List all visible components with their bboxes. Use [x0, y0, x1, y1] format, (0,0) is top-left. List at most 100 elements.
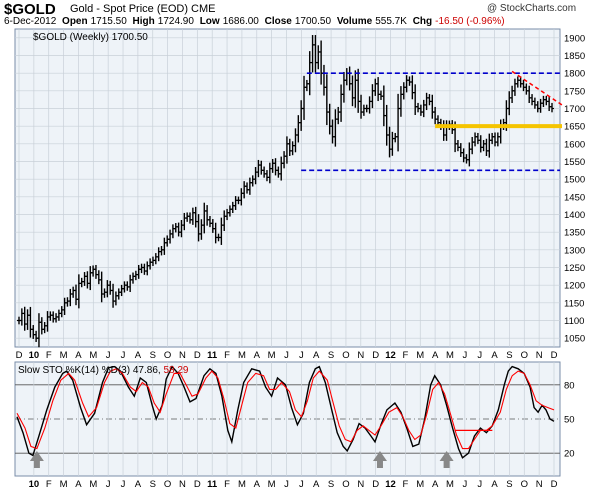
- stochastic-x-tick-label: M: [60, 479, 68, 490]
- x-tick-label: N: [357, 350, 364, 361]
- chg-label: Chg: [412, 16, 433, 27]
- stochastic-d-line: [16, 368, 555, 450]
- up-arrow-stem: [33, 461, 40, 468]
- price-tick-label: 1150: [564, 298, 584, 309]
- price-tick-label: 1700: [564, 104, 585, 115]
- stochastic-x-tick-label: S: [506, 479, 512, 490]
- price-tick-label: 1300: [564, 245, 585, 256]
- x-tick-label: J: [121, 350, 126, 361]
- price-panel: [14, 28, 561, 348]
- stochastic-x-tick-label: N: [179, 479, 186, 490]
- price-tick-label: 1850: [564, 51, 585, 62]
- chg-value: -16.50 (-0.96%): [435, 16, 505, 27]
- stochastic-label: Slow STO %K(14) %D(3) 47.86, 58.29: [18, 365, 189, 376]
- x-tick-label: J: [462, 350, 467, 361]
- stochastic-x-tick-label: O: [164, 479, 171, 490]
- stochastic-x-tick-label: F: [224, 479, 230, 490]
- up-arrow-stem: [443, 461, 450, 468]
- x-tick-label: J: [106, 350, 111, 361]
- price-y-axis: 1050 1100 1150 1200 1250 1300 1350 1400 1450 1500…: [564, 33, 585, 344]
- price-tick-label: 1500: [564, 175, 585, 186]
- x-tick-label: 11: [207, 350, 218, 361]
- stochastic-x-tick-label: M: [268, 479, 276, 490]
- stochastic-x-axis-labels: 10 F M A M J J A S O N D 11 F M A M J J A S O N D 12 F M A M J J A S O N D: [29, 479, 558, 490]
- stochastic-x-tick-label: 10: [29, 479, 40, 490]
- price-tick-label: 1600: [564, 139, 585, 150]
- stochastic-tick-label: 20: [564, 449, 575, 460]
- x-tick-label: M: [416, 350, 424, 361]
- open-label: Open: [62, 16, 88, 27]
- up-arrow-stem: [376, 461, 383, 468]
- stochastic-x-tick-label: S: [150, 479, 156, 490]
- close-label: Close: [264, 16, 292, 27]
- x-axis-labels: D 10 F M A M J J A S O N D 11 F M A M J J A S O N D 12 F M A M J J A S O N D: [16, 350, 558, 361]
- x-tick-label: M: [238, 350, 246, 361]
- low-value: 1686.00: [222, 16, 259, 27]
- x-tick-label: O: [521, 350, 528, 361]
- x-tick-label: M: [446, 350, 454, 361]
- price-tick-label: 1200: [564, 281, 585, 292]
- stochastic-x-tick-label: J: [462, 479, 467, 490]
- stochastic-x-tick-label: O: [342, 479, 349, 490]
- up-arrow-icon: [439, 451, 454, 461]
- stochastic-annotations: [29, 429, 493, 468]
- x-tick-label: F: [224, 350, 230, 361]
- stochastic-x-tick-label: A: [75, 479, 82, 490]
- stochastic-d-value: 58.29: [163, 365, 188, 376]
- x-tick-label: J: [299, 350, 304, 361]
- stochastic-x-tick-label: F: [46, 479, 52, 490]
- stochastic-x-tick-label: 12: [385, 479, 396, 490]
- stochastic-x-tick-label: F: [402, 479, 408, 490]
- x-tick-label: D: [551, 350, 558, 361]
- x-tick-label: D: [16, 350, 23, 361]
- stochastic-x-tick-label: J: [121, 479, 126, 490]
- x-tick-label: A: [432, 350, 439, 361]
- price-overlays: [301, 70, 563, 172]
- instrument-description: Gold - Spot Price (EOD) CME: [70, 3, 216, 15]
- x-tick-label: F: [46, 350, 52, 361]
- low-label: Low: [199, 16, 220, 27]
- price-grid: [15, 29, 560, 347]
- price-tick-label: 1100: [564, 316, 584, 327]
- price-bars: [17, 35, 554, 348]
- x-tick-label: D: [194, 350, 201, 361]
- stochastic-x-tick-label: N: [536, 479, 543, 490]
- stochastic-x-tick-label: A: [432, 479, 439, 490]
- x-tick-label: O: [164, 350, 171, 361]
- high-label: High: [132, 16, 155, 27]
- x-tick-label: A: [313, 350, 320, 361]
- x-tick-label: N: [179, 350, 186, 361]
- stochastic-grid: 20 50 80: [15, 362, 575, 476]
- close-value: 1700.50: [294, 16, 332, 27]
- stochastic-k-value: 47.86: [133, 365, 158, 376]
- x-tick-label: F: [402, 350, 408, 361]
- chart-header: $GOLD Gold - Spot Price (EOD) CME @ Stoc…: [0, 0, 600, 28]
- open-value: 1715.50: [90, 16, 127, 27]
- x-tick-label: N: [536, 350, 543, 361]
- stochastic-x-tick-label: M: [238, 479, 246, 490]
- price-tick-label: 1050: [564, 334, 585, 345]
- up-arrow-icon: [29, 451, 44, 461]
- x-tick-label: A: [491, 350, 498, 361]
- volume-value: 555.7K: [375, 16, 407, 27]
- x-tick-label: D: [372, 350, 379, 361]
- stochastic-x-tick-label: N: [357, 479, 364, 490]
- x-tick-label: 12: [385, 350, 396, 361]
- price-tick-label: 1550: [564, 157, 585, 168]
- x-tick-label: S: [150, 350, 156, 361]
- instrument-name: Gold - Spot Price (EOD): [70, 3, 188, 15]
- x-tick-label: M: [60, 350, 68, 361]
- x-tick-label: J: [284, 350, 289, 361]
- stochastic-x-tick-label: J: [299, 479, 304, 490]
- stochastic-x-tick-label: D: [551, 479, 558, 490]
- price-tick-label: 1350: [564, 228, 585, 239]
- high-value: 1724.90: [157, 16, 194, 27]
- price-tick-label: 1650: [564, 122, 585, 133]
- x-tick-label: S: [328, 350, 334, 361]
- stochastic-x-tick-label: M: [416, 479, 424, 490]
- downtrend-line: [511, 70, 563, 106]
- stochastic-x-tick-label: J: [284, 479, 289, 490]
- x-tick-label: M: [268, 350, 276, 361]
- price-tick-label: 1400: [564, 210, 585, 221]
